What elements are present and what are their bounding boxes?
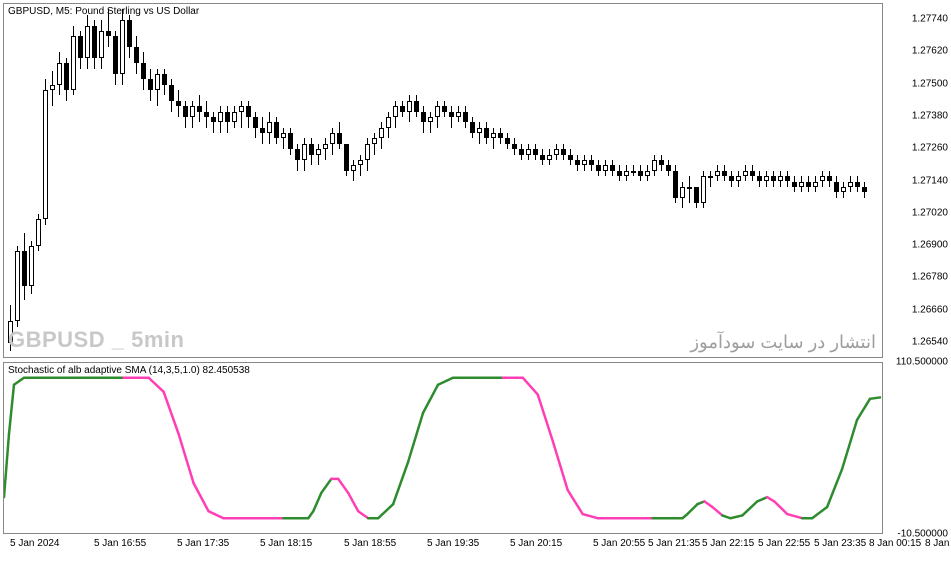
time-tick: 5 Jan 16:55 — [94, 538, 146, 549]
indicator-chart[interactable]: Stochastic of alb adaptive SMA (14,3,5,1… — [3, 362, 883, 534]
time-tick: 5 Jan 22:15 — [702, 538, 754, 549]
price-tick: 1.26660 — [912, 304, 948, 315]
time-tick: 5 Jan 18:15 — [260, 538, 312, 549]
price-tick: 1.27500 — [912, 78, 948, 89]
price-tick: 1.26900 — [912, 240, 948, 251]
chart-title: GBPUSD, M5: Pound Sterling vs US Dollar — [8, 6, 199, 17]
time-tick: 5 Jan 20:15 — [510, 538, 562, 549]
time-tick: 5 Jan 19:35 — [427, 538, 479, 549]
price-tick: 1.26540 — [912, 336, 948, 347]
watermark-publisher: انتشار در سایت سودآموز — [690, 332, 876, 353]
price-tick: 1.27260 — [912, 143, 948, 154]
time-tick: 5 Jan 21:35 — [648, 538, 700, 549]
price-y-axis: 1.27740 1.27620 1.27500 1.27380 1.27260 1.271… — [886, 3, 948, 358]
price-tick: 1.27140 — [912, 175, 948, 186]
time-tick: 8 Jan 00:15 — [869, 538, 921, 549]
time-tick: 5 Jan 17:35 — [177, 538, 229, 549]
indicator-y-axis: 110.500000-10.500000 — [886, 362, 948, 534]
time-tick: 5 Jan 22:55 — [758, 538, 810, 549]
time-tick: 5 Jan 2024 — [10, 538, 60, 549]
indicator-title: Stochastic of alb adaptive SMA (14,3,5,1… — [8, 365, 250, 376]
time-tick: 5 Jan 20:55 — [593, 538, 645, 549]
price-tick: 1.26780 — [912, 272, 948, 283]
time-tick: 5 Jan 18:55 — [344, 538, 396, 549]
price-tick: 1.27380 — [912, 110, 948, 121]
price-tick: 1.27740 — [912, 14, 948, 25]
watermark-symbol: GBPUSD _ 5min — [8, 327, 184, 353]
time-x-axis: 5 Jan 2024 5 Jan 16:55 5 Jan 17:35 5 Jan 18… — [3, 534, 883, 568]
price-chart[interactable]: GBPUSD, M5: Pound Sterling vs US Dollar … — [3, 3, 883, 358]
time-tick: 5 Jan 23:35 — [814, 538, 866, 549]
stochastic-line — [4, 363, 882, 533]
price-tick: 1.27620 — [912, 46, 948, 57]
indicator-tick: 110.500000 — [896, 357, 948, 368]
price-tick: 1.27020 — [912, 207, 948, 218]
time-tick: 8 Jan 00:55 — [925, 538, 951, 549]
